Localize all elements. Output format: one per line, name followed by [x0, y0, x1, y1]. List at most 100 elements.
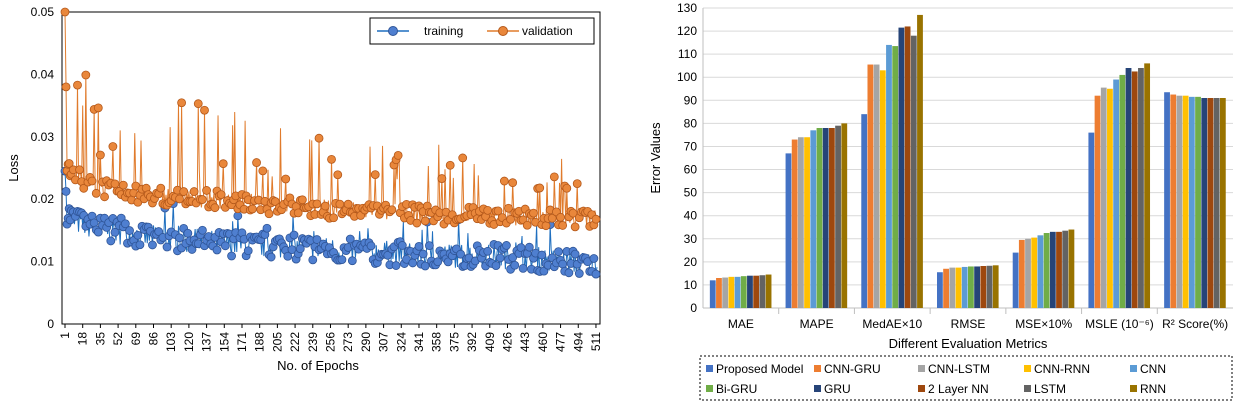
x-tick-label: 137	[200, 332, 214, 352]
legend-validation-marker	[498, 26, 508, 36]
validation-point	[93, 103, 103, 113]
bar-gru	[747, 275, 753, 308]
category-label: MAPE	[800, 317, 834, 331]
bar-proposed-model	[709, 280, 716, 308]
validation-point	[335, 199, 345, 209]
training-point	[183, 228, 193, 238]
training-point	[120, 219, 130, 229]
x-tick-label: 392	[465, 332, 479, 352]
bar-cnn-gru	[867, 64, 874, 309]
validation-point	[493, 206, 503, 216]
x-tick-label: 205	[270, 332, 284, 352]
validation-point	[329, 213, 339, 223]
validation-point	[81, 70, 91, 80]
validation-point	[293, 208, 303, 218]
training-point	[266, 252, 276, 262]
training-point	[537, 250, 547, 260]
legend-label: CNN-GRU	[824, 362, 881, 376]
training-point	[574, 269, 584, 278]
training-point	[564, 268, 574, 278]
training-point	[289, 230, 299, 240]
validation-point	[312, 199, 322, 209]
training-point	[175, 233, 184, 243]
x-axis-label: No. of Epochs	[277, 358, 359, 373]
y-tick-label: 70	[684, 139, 698, 153]
x-tick-label: 52	[111, 332, 125, 346]
training-point	[366, 241, 376, 251]
bar-cnn-rnn	[955, 267, 962, 308]
x-tick-label: 35	[93, 332, 107, 346]
x-tick-label: 494	[571, 332, 585, 352]
y-tick-label: 130	[677, 1, 697, 15]
training-point	[570, 249, 580, 259]
training-point	[591, 269, 601, 279]
validation-point	[252, 158, 261, 167]
bar-cnn	[1113, 79, 1120, 309]
y-tick-label: 0	[690, 301, 697, 315]
x-tick-label: 290	[359, 332, 373, 352]
validation-point	[572, 179, 582, 189]
bar-lstm	[1213, 98, 1220, 308]
validation-point	[110, 179, 120, 189]
validation-point	[535, 183, 545, 193]
bar-gru	[1201, 98, 1208, 308]
validation-point	[281, 174, 291, 184]
x-tick-label: 18	[76, 332, 90, 346]
training-point	[510, 260, 520, 270]
bar-bi-gru	[1043, 233, 1050, 308]
training-point	[212, 245, 222, 255]
legend-label: CNN-RNN	[1034, 362, 1090, 376]
validation-point	[202, 186, 211, 195]
validation-point	[420, 216, 430, 226]
x-axis-label: Different Evaluation Metrics	[889, 336, 1048, 351]
validation-point	[73, 80, 82, 90]
bar-bi-gru	[1195, 96, 1201, 308]
x-tick-label: 324	[394, 332, 408, 352]
validation-point	[60, 7, 70, 17]
training-point	[554, 247, 563, 257]
training-point	[287, 245, 297, 255]
legend-swatch	[1130, 365, 1137, 372]
training-point	[148, 240, 157, 250]
training-point	[433, 257, 443, 267]
legend-swatch	[814, 385, 821, 392]
category-label: R² Score(%)	[1162, 317, 1228, 331]
validation-point	[91, 188, 101, 198]
validation-point	[529, 208, 538, 218]
training-point	[397, 241, 407, 250]
bar-lstm	[835, 125, 841, 308]
bar-cnn-gru	[1170, 94, 1177, 309]
category-label: MedAE×10	[862, 317, 922, 331]
y-tick-label: 50	[684, 186, 698, 200]
validation-point	[156, 183, 166, 193]
x-tick-label: 460	[536, 332, 550, 352]
validation-point	[95, 150, 105, 160]
training-point	[283, 251, 293, 261]
bar-rnn	[992, 265, 999, 308]
series-validation	[60, 7, 601, 232]
bar-cnn-rnn	[1031, 237, 1038, 308]
validation-point	[458, 153, 468, 163]
legend-label: CNN	[1140, 362, 1166, 376]
legend-box	[699, 355, 1233, 401]
bar-cnn-gru	[1018, 239, 1025, 308]
x-tick-label: 443	[518, 332, 532, 352]
training-point	[243, 246, 253, 256]
bar-gru	[898, 27, 905, 308]
category-label: MSLE (10⁻⁶)	[1085, 317, 1154, 331]
validation-point	[210, 203, 220, 213]
bar-cnn-rnn	[1182, 95, 1189, 308]
bar-cnn-gru	[1094, 95, 1101, 308]
bar-2-layer-nn	[1131, 71, 1138, 308]
y-tick-label: 0.03	[31, 130, 55, 144]
bar-cnn	[810, 130, 817, 308]
legend-label: 2 Layer NN	[928, 382, 989, 396]
validation-point	[198, 195, 207, 204]
x-tick-label: 358	[430, 332, 444, 352]
validation-point	[297, 195, 307, 205]
legend-training-label: training	[424, 24, 463, 38]
validation-point	[177, 98, 187, 108]
training-point	[502, 241, 511, 250]
x-tick-label: 511	[589, 332, 603, 351]
